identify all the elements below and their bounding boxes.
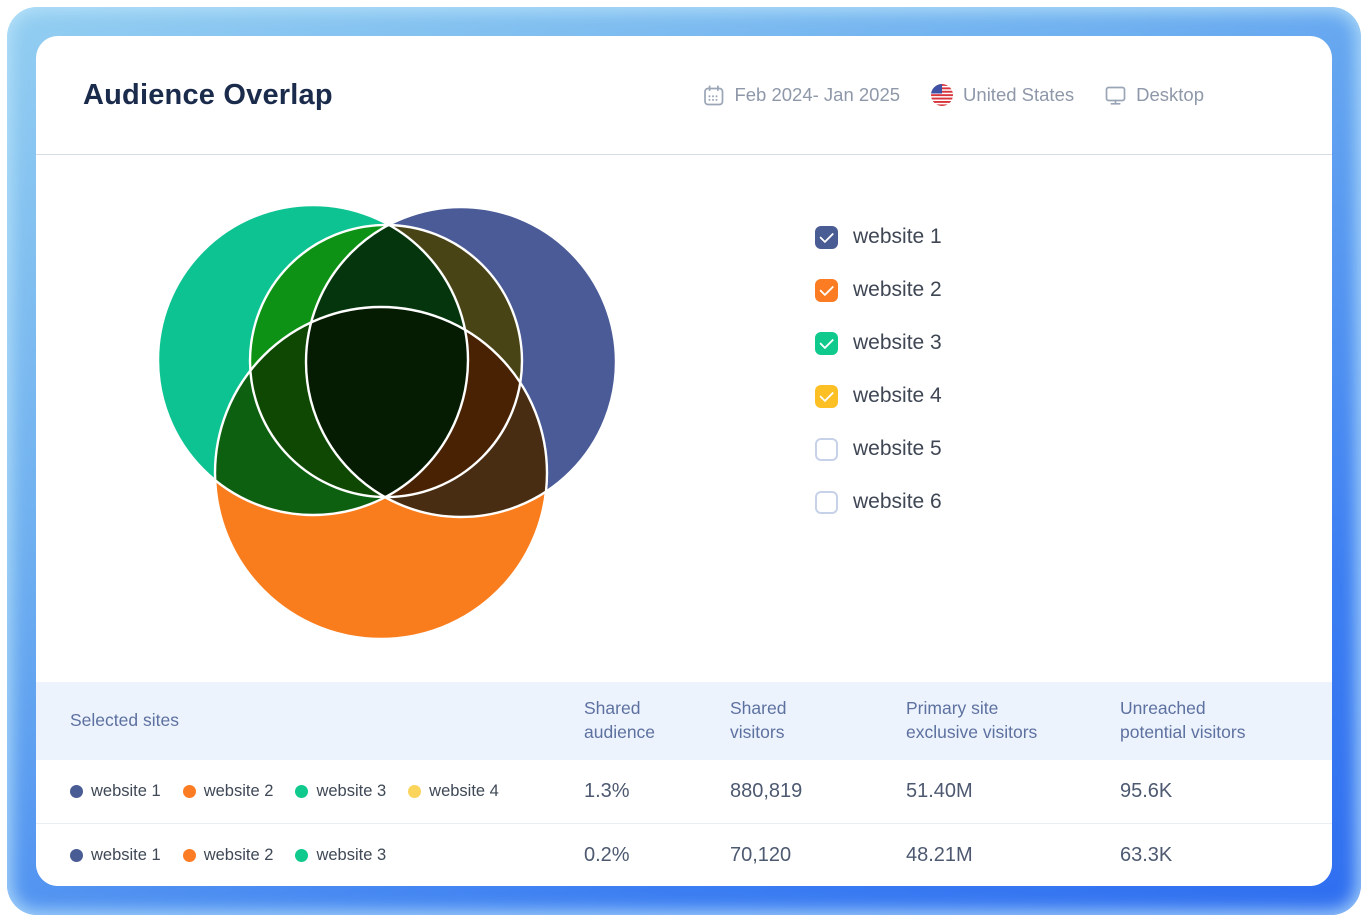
site-color-dot bbox=[295, 848, 309, 862]
site-label: website 1 bbox=[91, 845, 161, 864]
checkbox-website-5[interactable] bbox=[815, 437, 838, 461]
selected-sites-cell: website 1 website 2 website 3 bbox=[70, 846, 584, 865]
overlap-table: Selected sites Shared audience Shared vi… bbox=[36, 682, 1332, 886]
site-label: website 3 bbox=[316, 782, 387, 800]
venn-diagram bbox=[140, 190, 640, 660]
legend-label-website-1: website 1 bbox=[853, 225, 942, 248]
venn-outline bbox=[213, 305, 549, 641]
header-filters: Feb 2024- Jan 2025 bbox=[702, 83, 1204, 107]
calendar-icon bbox=[702, 84, 725, 107]
venn-outline bbox=[156, 203, 470, 517]
table-header-row: Selected sites Shared audience Shared vi… bbox=[36, 682, 1332, 760]
legend-label-website-3: website 3 bbox=[853, 331, 942, 354]
site-color-dot bbox=[70, 785, 83, 798]
legend-label-website-6: website 6 bbox=[853, 490, 942, 513]
primary-exclusive-value: 51.40M bbox=[906, 780, 973, 802]
site-chip-website-4: website 4 bbox=[408, 782, 499, 801]
gradient-frame: Audience Overlap bbox=[7, 7, 1361, 915]
date-range-filter[interactable]: Feb 2024- Jan 2025 bbox=[702, 84, 900, 107]
checkbox-website-4[interactable] bbox=[815, 384, 838, 408]
legend-item-website-4[interactable]: website 4 bbox=[815, 384, 942, 408]
us-flag-icon bbox=[930, 83, 954, 107]
shared-audience-value: 1.3% bbox=[584, 780, 630, 802]
site-label: website 1 bbox=[91, 782, 161, 800]
checkbox-website-1[interactable] bbox=[815, 225, 838, 249]
card-header: Audience Overlap bbox=[36, 36, 1332, 155]
country-filter[interactable]: United States bbox=[930, 83, 1074, 107]
device-filter[interactable]: Desktop bbox=[1104, 84, 1204, 107]
site-label: website 2 bbox=[203, 782, 274, 800]
checkbox-website-3[interactable] bbox=[815, 331, 838, 355]
site-color-dot bbox=[408, 785, 422, 798]
site-color-dot bbox=[182, 785, 196, 798]
column-header-primary-exclusive: Primary site exclusive visitors bbox=[906, 698, 1038, 742]
page-title: Audience Overlap bbox=[83, 78, 333, 111]
site-color-dot bbox=[182, 848, 196, 862]
site-label: website 3 bbox=[316, 845, 387, 864]
venn-outline bbox=[304, 205, 618, 519]
overlap-content: website 1 website 2 website 3 website 4 bbox=[36, 155, 1332, 682]
date-range-label: Feb 2024- Jan 2025 bbox=[734, 84, 901, 105]
column-header-unreached: Unreached potential visitors bbox=[1120, 698, 1246, 742]
country-label: United States bbox=[963, 84, 1075, 105]
site-label: website 4 bbox=[429, 782, 499, 800]
unreached-value: 63.3K bbox=[1120, 843, 1173, 866]
audience-overlap-card: Audience Overlap bbox=[36, 36, 1332, 886]
venn-circle-website-4[interactable] bbox=[250, 225, 522, 497]
site-chip-website-1: website 1 bbox=[70, 846, 161, 865]
legend-label-website-4: website 4 bbox=[853, 384, 942, 407]
site-color-dot bbox=[295, 785, 309, 798]
site-chip-website-3: website 3 bbox=[295, 782, 386, 801]
unreached-value: 95.6K bbox=[1120, 780, 1173, 802]
primary-exclusive-value: 48.21M bbox=[906, 843, 973, 866]
legend-label-website-5: website 5 bbox=[853, 437, 942, 460]
shared-visitors-value: 880,819 bbox=[730, 780, 803, 802]
device-label: Desktop bbox=[1136, 84, 1204, 105]
site-chip-website-3: website 3 bbox=[295, 846, 386, 865]
legend-item-website-2[interactable]: website 2 bbox=[815, 278, 942, 302]
checkbox-website-2[interactable] bbox=[815, 278, 838, 302]
checkbox-website-6[interactable] bbox=[815, 490, 838, 514]
site-color-dot bbox=[70, 848, 83, 862]
legend-item-website-6[interactable]: website 6 bbox=[815, 490, 942, 514]
legend-item-website-5[interactable]: website 5 bbox=[815, 437, 942, 461]
legend-label-website-2: website 2 bbox=[853, 278, 942, 301]
site-label: website 2 bbox=[203, 845, 274, 864]
table-row: website 1 website 2 website 3 websi bbox=[36, 760, 1332, 823]
venn-outline bbox=[248, 223, 524, 499]
site-chip-website-1: website 1 bbox=[70, 782, 161, 801]
site-chip-website-2: website 2 bbox=[182, 782, 274, 801]
column-header-selected-sites: Selected sites bbox=[70, 710, 179, 731]
site-chip-website-2: website 2 bbox=[182, 845, 274, 865]
column-header-shared-visitors: Shared visitors bbox=[730, 698, 787, 742]
shared-visitors-value: 70,120 bbox=[730, 843, 792, 866]
column-header-shared-audience: Shared audience bbox=[584, 698, 656, 742]
website-legend: website 1 website 2 website 3 website 4 bbox=[815, 225, 942, 514]
desktop-icon bbox=[1104, 84, 1127, 107]
legend-item-website-1[interactable]: website 1 bbox=[815, 225, 942, 249]
selected-sites-cell: website 1 website 2 website 3 websi bbox=[70, 782, 584, 801]
table-row: website 1 website 2 website 3 0.2% 70,12… bbox=[36, 823, 1332, 886]
legend-item-website-3[interactable]: website 3 bbox=[815, 331, 942, 355]
shared-audience-value: 0.2% bbox=[584, 843, 630, 866]
